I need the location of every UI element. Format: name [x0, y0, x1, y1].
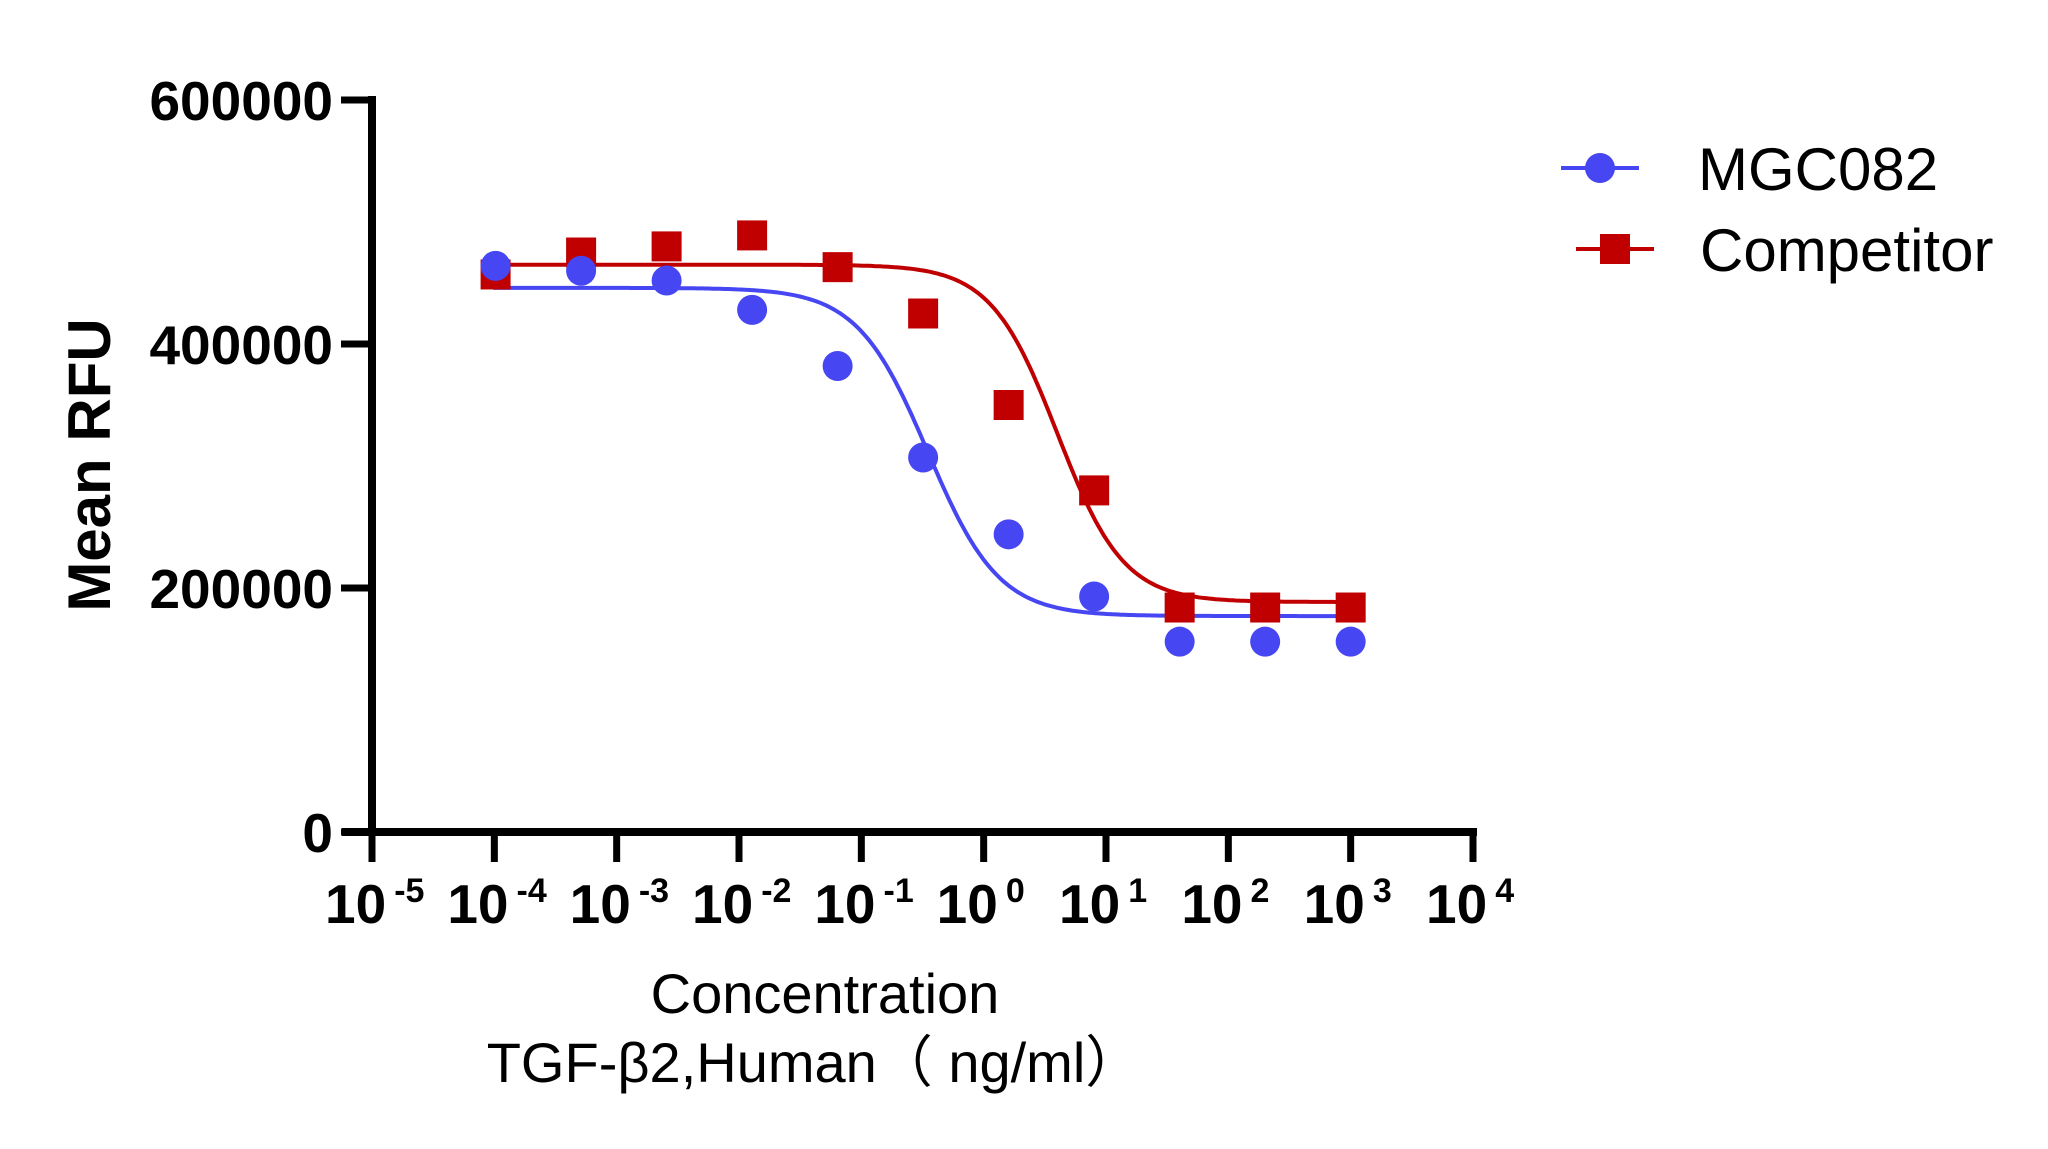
y-tick-label: 400000 — [149, 314, 333, 376]
data-point-competitor — [1164, 592, 1195, 623]
x-tick-exponent: -1 — [884, 872, 914, 910]
x-tick-label: 10 1 — [1059, 872, 1147, 935]
x-tick-label: 10 -4 — [447, 872, 547, 935]
x-tick-label: 10 0 — [937, 872, 1025, 935]
data-point-competitor — [1335, 592, 1366, 623]
x-tick-label: 10 -3 — [570, 872, 669, 935]
x-tick-label: 10 -1 — [814, 872, 913, 935]
data-point-mgc082 — [566, 255, 597, 286]
data-point-mgc082 — [822, 350, 853, 381]
x-tick-base: 10 — [692, 873, 753, 935]
data-point-competitor — [1079, 475, 1110, 506]
data-point-mgc082 — [1335, 626, 1366, 657]
x-tick-base: 10 — [1426, 873, 1487, 935]
legend-label: MGC082 — [1698, 136, 1938, 203]
x-tick-label: 10 3 — [1304, 872, 1392, 935]
x-tick-label: 10 4 — [1426, 872, 1514, 935]
data-point-mgc082 — [993, 519, 1024, 550]
data-point-competitor — [908, 298, 939, 329]
data-points — [480, 220, 1366, 657]
x-tick-exponent: -5 — [394, 872, 424, 910]
data-point-competitor — [1250, 592, 1281, 623]
x-tick-base: 10 — [570, 873, 631, 935]
x-ticks: 10 -5 10 -4 10 -3 10 -2 10 -1 10 0 10 1 10 2 10 3 10 4 — [325, 832, 1514, 935]
x-tick-exponent: -3 — [639, 872, 669, 910]
x-tick-base: 10 — [937, 873, 998, 935]
fit-curve-competitor — [493, 262, 1354, 604]
legend-marker-square — [1600, 234, 1630, 264]
data-point-competitor — [651, 231, 682, 262]
x-tick-exponent: 3 — [1373, 872, 1392, 910]
y-tick-label: 600000 — [149, 70, 333, 132]
x-tick-base: 10 — [1181, 873, 1242, 935]
legend-item-competitor: Competitor — [1576, 217, 1993, 284]
x-tick-base: 10 — [447, 873, 508, 935]
x-tick-label: 10 -5 — [325, 872, 424, 935]
y-ticks: 0 200000 400000 600000 — [149, 70, 372, 864]
x-axis-title: Concentration — [651, 962, 1000, 1025]
data-point-mgc082 — [1164, 626, 1195, 657]
x-tick-exponent: 2 — [1251, 872, 1270, 910]
fit-curves — [493, 262, 1354, 619]
x-tick-exponent: 4 — [1495, 872, 1514, 910]
x-tick-exponent: -2 — [761, 872, 791, 910]
y-axis-title: Mean RFU — [56, 318, 123, 611]
data-point-mgc082 — [480, 250, 511, 281]
x-tick-base: 10 — [814, 873, 875, 935]
x-tick-exponent: -4 — [517, 872, 547, 910]
legend-label: Competitor — [1700, 217, 1993, 284]
y-tick-label: 0 — [302, 802, 333, 864]
x-tick-exponent: 1 — [1128, 872, 1147, 910]
x-tick-base: 10 — [1059, 873, 1120, 935]
data-point-mgc082 — [737, 294, 768, 325]
x-axis-subtitle: TGF-β2,Human（ ng/ml） — [487, 1031, 1142, 1094]
data-point-mgc082 — [1079, 581, 1110, 612]
data-point-mgc082 — [1250, 626, 1281, 657]
data-point-mgc082 — [908, 442, 939, 473]
x-tick-label: 10 -2 — [692, 872, 791, 935]
legend-marker-circle — [1585, 153, 1615, 183]
data-point-competitor — [822, 252, 853, 283]
x-tick-base: 10 — [325, 873, 386, 935]
x-tick-base: 10 — [1304, 873, 1365, 935]
fit-curve-mgc082 — [493, 285, 1354, 619]
data-point-mgc082 — [651, 265, 682, 296]
legend-item-mgc082: MGC082 — [1561, 136, 1938, 203]
x-tick-label: 10 2 — [1181, 872, 1269, 935]
data-point-competitor — [737, 220, 768, 251]
legend: MGC082 Competitor — [1561, 136, 1993, 284]
x-tick-exponent: 0 — [1006, 872, 1025, 910]
data-point-competitor — [993, 390, 1024, 420]
y-tick-label: 200000 — [149, 558, 333, 620]
